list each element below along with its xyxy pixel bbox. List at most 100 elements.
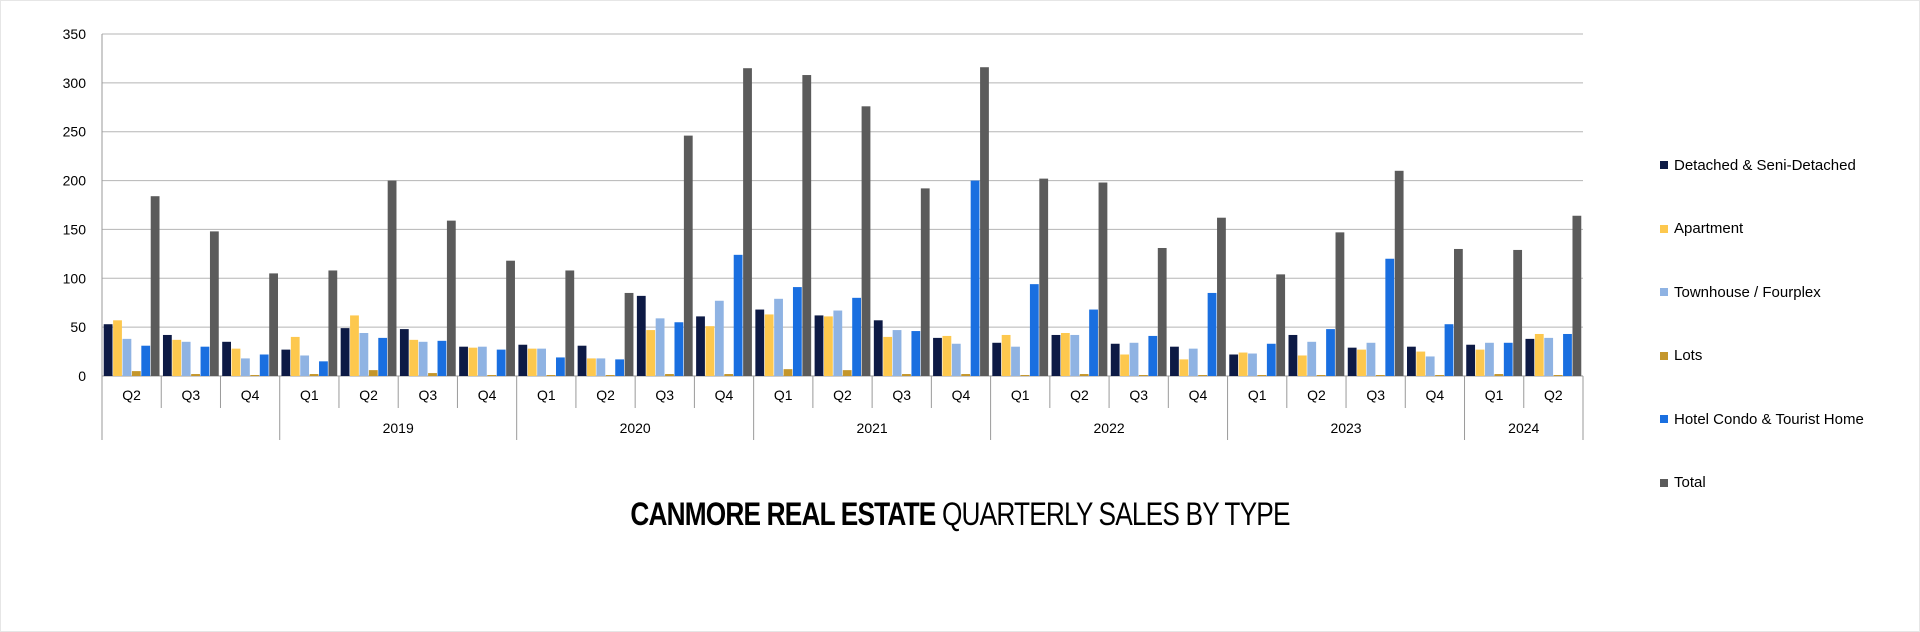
bar-lots-16 xyxy=(1020,375,1030,376)
x-tick-label: Q4 xyxy=(1426,387,1445,403)
year-group-label: 2022 xyxy=(1094,420,1125,436)
bar-total-22 xyxy=(1394,170,1404,376)
bar-apartment-17 xyxy=(1060,333,1070,376)
bar-total-11 xyxy=(743,68,752,376)
bar-detached-seni-detached-5 xyxy=(340,328,350,376)
legend-label: Total xyxy=(1674,474,1706,491)
bar-hotel-condo-tourist-home-5 xyxy=(378,337,388,376)
legend-swatch xyxy=(1660,415,1668,423)
legend-item: Total xyxy=(1660,473,1706,493)
bar-total-8 xyxy=(565,270,575,376)
bar-hotel-condo-tourist-home-6 xyxy=(437,340,447,376)
bar-townhouse-fourplex-25 xyxy=(1544,337,1554,376)
x-tick-label: Q3 xyxy=(892,387,911,403)
year-group-label: 2020 xyxy=(620,420,651,436)
bar-lots-14 xyxy=(902,374,911,376)
bar-lots-19 xyxy=(1198,375,1208,376)
bar-townhouse-fourplex-20 xyxy=(1248,353,1257,376)
bar-detached-seni-detached-9 xyxy=(577,345,587,376)
bar-lots-13 xyxy=(842,370,852,376)
bar-total-15 xyxy=(980,67,989,377)
bar-hotel-condo-tourist-home-12 xyxy=(792,287,802,376)
bar-hotel-condo-tourist-home-11 xyxy=(733,254,743,376)
bar-lots-18 xyxy=(1139,375,1148,376)
bar-apartment-1 xyxy=(113,320,122,376)
bar-apartment-10 xyxy=(646,330,656,376)
bar-lots-24 xyxy=(1494,374,1504,376)
bar-total-1 xyxy=(150,196,160,376)
bar-hotel-condo-tourist-home-7 xyxy=(496,349,506,376)
bar-detached-seni-detached-4 xyxy=(281,349,291,376)
bar-detached-seni-detached-21 xyxy=(1288,334,1298,376)
bar-townhouse-fourplex-14 xyxy=(892,330,902,376)
x-tick-label: Q1 xyxy=(537,387,556,403)
bar-lots-1 xyxy=(131,371,141,376)
bar-townhouse-fourplex-9 xyxy=(596,358,606,376)
bar-hotel-condo-tourist-home-10 xyxy=(674,322,684,376)
x-tick-label: Q4 xyxy=(952,387,971,403)
bar-detached-seni-detached-23 xyxy=(1407,346,1416,376)
bar-detached-seni-detached-24 xyxy=(1466,344,1476,376)
bar-lots-25 xyxy=(1553,375,1563,376)
bar-detached-seni-detached-8 xyxy=(518,344,528,376)
legend-item: Townhouse / Fourplex xyxy=(1660,282,1821,302)
y-tick-label: 100 xyxy=(63,270,87,286)
bar-apartment-16 xyxy=(1001,334,1011,376)
x-tick-label: Q1 xyxy=(1485,387,1504,403)
year-group-label: 2024 xyxy=(1508,420,1539,436)
bar-townhouse-fourplex-3 xyxy=(241,358,250,376)
x-tick-label: Q2 xyxy=(833,387,852,403)
bar-detached-seni-detached-14 xyxy=(873,320,883,376)
year-group-label: 2023 xyxy=(1330,420,1361,436)
bar-apartment-25 xyxy=(1534,333,1544,376)
bar-townhouse-fourplex-18 xyxy=(1129,342,1139,376)
bar-lots-8 xyxy=(546,375,556,376)
bar-lots-21 xyxy=(1316,375,1326,376)
x-tick-label: Q4 xyxy=(478,387,497,403)
y-axis: 0 50 100 150 200 250 300 350 xyxy=(63,26,103,384)
legend-swatch xyxy=(1660,478,1668,487)
y-tick-label: 200 xyxy=(63,173,87,189)
bar-total-14 xyxy=(920,188,930,376)
bar-apartment-13 xyxy=(824,316,833,376)
bar-apartment-9 xyxy=(587,358,596,376)
legend-item: Lots xyxy=(1660,346,1702,366)
legend-label: Detached & Seni-Detached xyxy=(1674,156,1856,174)
bar-townhouse-fourplex-4 xyxy=(300,355,310,376)
bar-hotel-condo-tourist-home-21 xyxy=(1326,329,1335,376)
y-tick-label: 350 xyxy=(63,26,87,42)
bar-total-20 xyxy=(1276,274,1286,376)
bar-lots-20 xyxy=(1257,375,1267,376)
y-tick-label: 250 xyxy=(63,124,87,140)
bar-townhouse-fourplex-21 xyxy=(1307,341,1317,376)
bar-detached-seni-detached-6 xyxy=(399,329,409,376)
bar-lots-22 xyxy=(1375,375,1385,376)
legend-swatch xyxy=(1660,351,1668,360)
bar-detached-seni-detached-16 xyxy=(992,342,1002,376)
bar-hotel-condo-tourist-home-18 xyxy=(1148,335,1158,376)
bar-apartment-18 xyxy=(1120,354,1129,376)
x-tick-label: Q2 xyxy=(1544,387,1563,403)
bar-hotel-condo-tourist-home-17 xyxy=(1089,309,1098,376)
bar-total-4 xyxy=(328,270,338,376)
bar-apartment-19 xyxy=(1179,359,1189,376)
y-tick-label: 50 xyxy=(70,319,86,335)
legend-swatch xyxy=(1660,288,1668,296)
legend-swatch xyxy=(1660,224,1668,233)
bar-hotel-condo-tourist-home-2 xyxy=(200,346,210,376)
bar-hotel-condo-tourist-home-8 xyxy=(556,357,565,376)
bar-lots-4 xyxy=(309,374,319,376)
bar-townhouse-fourplex-17 xyxy=(1070,334,1080,376)
bar-hotel-condo-tourist-home-15 xyxy=(970,180,980,376)
bar-lots-12 xyxy=(783,369,793,376)
bar-detached-seni-detached-11 xyxy=(696,316,705,376)
x-tick-label: Q4 xyxy=(715,387,734,403)
y-tick-label: 0 xyxy=(78,368,86,384)
legend-item: Hotel Condo & Tourist Home xyxy=(1660,409,1864,429)
bar-total-24 xyxy=(1513,249,1523,376)
x-tick-label: Q1 xyxy=(1248,387,1267,403)
bar-hotel-condo-tourist-home-23 xyxy=(1444,324,1454,376)
bar-detached-seni-detached-3 xyxy=(222,341,231,376)
year-group-label: 2021 xyxy=(857,420,888,436)
bar-hotel-condo-tourist-home-4 xyxy=(319,361,328,376)
